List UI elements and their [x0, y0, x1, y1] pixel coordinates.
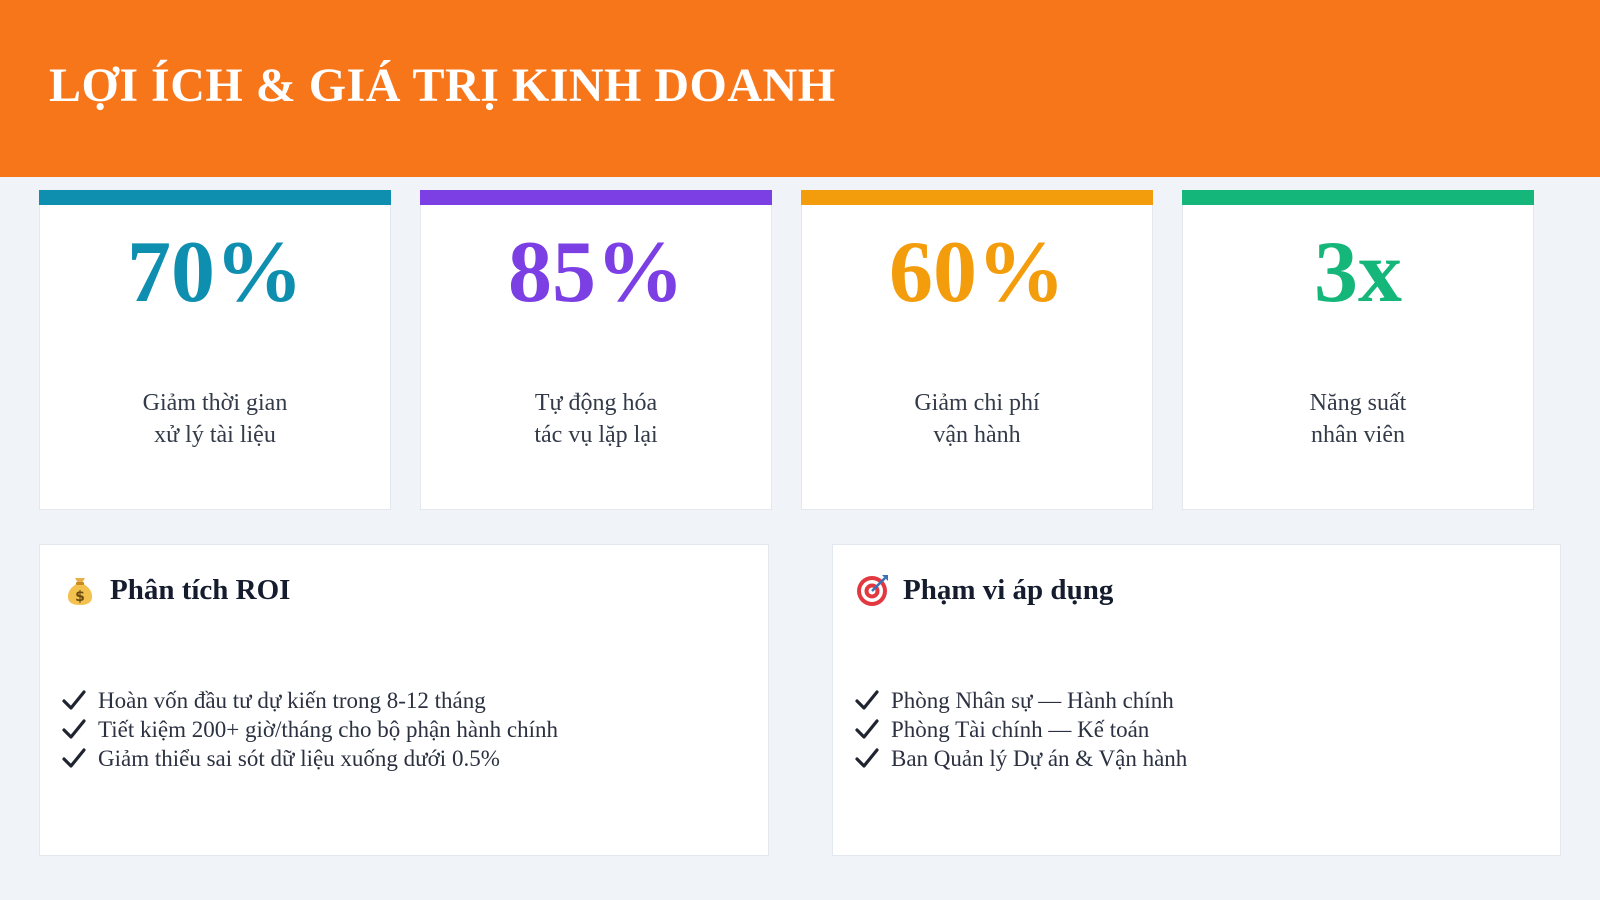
metric-value: 60%: [889, 224, 1065, 321]
metric-value: 3x: [1314, 224, 1402, 321]
list-item-text: Phòng Tài chính — Kế toán: [891, 717, 1150, 742]
metric-label: Năng suất nhân viên: [1309, 390, 1407, 448]
check-icon: [855, 715, 891, 744]
list-item: Tiết kiệm 200+ giờ/tháng cho bộ phận hàn…: [62, 715, 558, 744]
check-icon: [62, 715, 98, 744]
roi-title: Phân tích ROI: [110, 574, 291, 606]
check-icon: [62, 686, 98, 715]
metric-card-cost: 60% Giảm chi phí vận hành: [801, 190, 1153, 510]
target-icon: [855, 572, 891, 608]
list-item-text: Hoàn vốn đầu tư dự kiến trong 8-12 tháng: [98, 688, 486, 713]
metric-card-productivity: 3x Năng suất nhân viên: [1182, 190, 1534, 510]
metric-value: 85%: [508, 224, 684, 321]
list-item: Giảm thiểu sai sót dữ liệu xuống dưới 0.…: [62, 744, 558, 773]
list-item: Ban Quản lý Dự án & Vận hành: [855, 744, 1187, 773]
roi-list: Hoàn vốn đầu tư dự kiến trong 8-12 tháng…: [62, 686, 558, 773]
list-item-text: Ban Quản lý Dự án & Vận hành: [891, 746, 1188, 771]
scope-list: Phòng Nhân sự — Hành chính Phòng Tài chí…: [855, 686, 1187, 773]
svg-text:$: $: [75, 589, 85, 605]
metric-accent-bar: [1182, 190, 1534, 205]
list-item: Hoàn vốn đầu tư dự kiến trong 8-12 tháng: [62, 686, 558, 715]
check-icon: [855, 686, 891, 715]
metric-accent-bar: [39, 190, 391, 205]
list-item-text: Tiết kiệm 200+ giờ/tháng cho bộ phận hàn…: [98, 717, 558, 742]
metric-accent-bar: [801, 190, 1153, 205]
check-icon: [855, 744, 891, 773]
check-icon: [62, 744, 98, 773]
list-item: Phòng Tài chính — Kế toán: [855, 715, 1187, 744]
header-banner: LỢI ÍCH & GIÁ TRỊ KINH DOANH: [0, 0, 1600, 177]
metric-card-automation: 85% Tự động hóa tác vụ lặp lại: [420, 190, 772, 510]
scope-title: Phạm vi áp dụng: [903, 574, 1114, 606]
money-bag-icon: $: [62, 572, 98, 608]
metric-card-time: 70% Giảm thời gian xử lý tài liệu: [39, 190, 391, 510]
scope-panel: Phạm vi áp dụng Phòng Nhân sự — Hành chí…: [832, 544, 1561, 856]
page-title: LỢI ÍCH & GIÁ TRỊ KINH DOANH: [49, 59, 836, 112]
metric-label: Tự động hóa tác vụ lặp lại: [534, 390, 658, 448]
metric-value: 70%: [127, 224, 303, 321]
metric-label: Giảm thời gian xử lý tài liệu: [142, 390, 288, 448]
list-item-text: Giảm thiểu sai sót dữ liệu xuống dưới 0.…: [98, 746, 500, 771]
list-item-text: Phòng Nhân sự — Hành chính: [891, 688, 1174, 713]
metric-accent-bar: [420, 190, 772, 205]
list-item: Phòng Nhân sự — Hành chính: [855, 686, 1187, 715]
roi-panel: $ Phân tích ROI Hoàn vốn đầu tư dự kiến …: [39, 544, 769, 856]
metric-label: Giảm chi phí vận hành: [914, 390, 1040, 448]
